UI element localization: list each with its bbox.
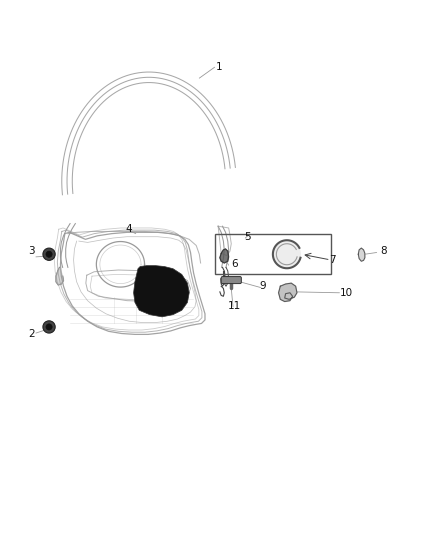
Circle shape [43, 248, 55, 260]
Text: 6: 6 [231, 260, 238, 269]
Polygon shape [273, 240, 301, 268]
Circle shape [43, 321, 55, 333]
Polygon shape [279, 283, 297, 302]
Text: 10: 10 [339, 288, 353, 298]
Polygon shape [134, 265, 189, 317]
Text: 5: 5 [244, 232, 251, 242]
Polygon shape [220, 249, 229, 263]
Text: 4: 4 [126, 224, 133, 235]
Text: 9: 9 [259, 281, 266, 291]
Circle shape [46, 324, 52, 330]
Text: 11: 11 [228, 301, 241, 311]
Text: 3: 3 [28, 246, 35, 256]
Text: 2: 2 [28, 329, 35, 340]
Text: 7: 7 [329, 255, 336, 265]
FancyBboxPatch shape [221, 277, 241, 284]
Polygon shape [358, 248, 365, 261]
Polygon shape [56, 268, 64, 285]
Text: 8: 8 [380, 246, 387, 256]
Text: 1: 1 [215, 62, 223, 72]
Circle shape [46, 251, 52, 257]
